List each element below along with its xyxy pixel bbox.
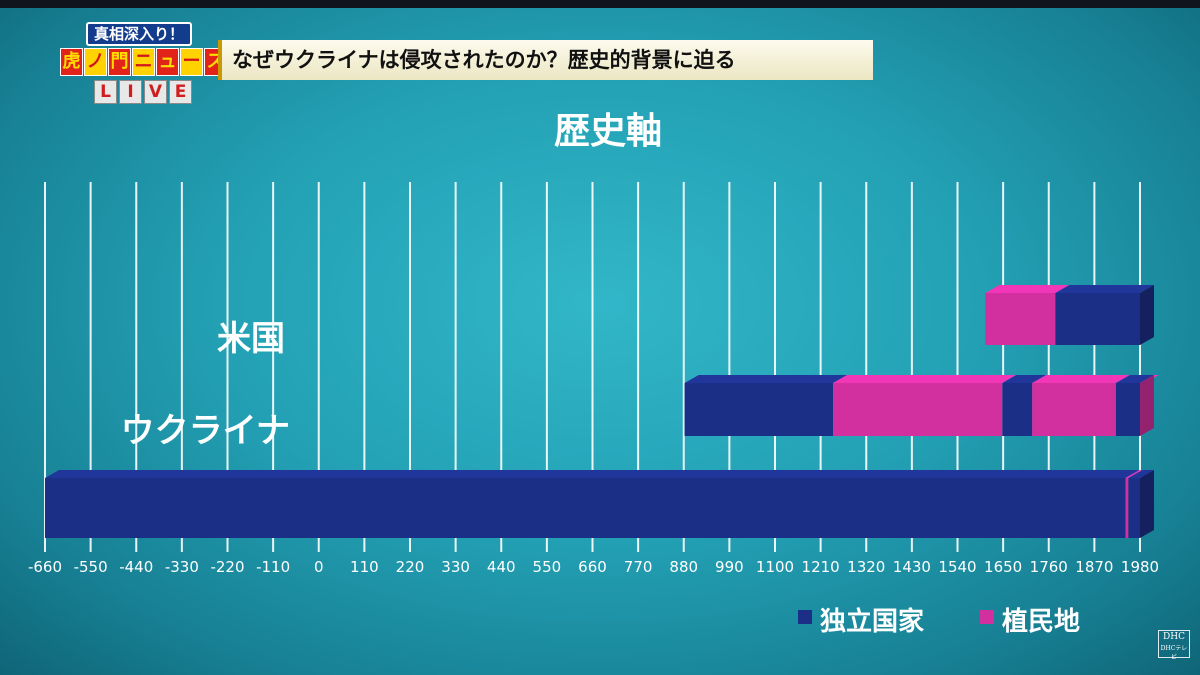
bar-segment-colony bbox=[1125, 478, 1129, 538]
logo-char: ー bbox=[180, 48, 203, 76]
bar-segment-end-cap bbox=[1140, 285, 1154, 345]
x-tick-label: -550 bbox=[74, 558, 108, 576]
x-tick-label: 330 bbox=[441, 558, 470, 576]
legend-swatch-colony bbox=[980, 610, 994, 624]
x-tick-label: 660 bbox=[578, 558, 607, 576]
top-dark-strip bbox=[0, 0, 1200, 8]
bar-segment-top-face bbox=[1128, 470, 1154, 478]
x-tick-label: 440 bbox=[487, 558, 516, 576]
row-label: ウクライナ bbox=[121, 411, 290, 451]
x-tick-label: 0 bbox=[314, 558, 324, 576]
logo-live-badge: L I V E bbox=[94, 80, 194, 104]
legend-swatch-independent bbox=[798, 610, 812, 624]
bar-segment-end-cap bbox=[1140, 375, 1154, 436]
legend-label: 独立国家 bbox=[820, 606, 924, 637]
bar-segment-independent bbox=[684, 383, 834, 436]
x-tick-label: 880 bbox=[669, 558, 698, 576]
x-tick-label: 220 bbox=[396, 558, 425, 576]
x-tick-label: -330 bbox=[165, 558, 199, 576]
bar-segment-top-face bbox=[1002, 375, 1047, 383]
logo-char: 虎 bbox=[60, 48, 83, 76]
legend-label: 植民地 bbox=[1002, 607, 1080, 637]
logo-live-char: L bbox=[94, 80, 117, 104]
logo-live-char: V bbox=[144, 80, 167, 104]
logo-char: 門 bbox=[108, 48, 131, 76]
chart-title: 歴史軸 bbox=[554, 111, 662, 152]
bar-segment-top-face bbox=[985, 285, 1070, 293]
x-tick-label: 1650 bbox=[984, 558, 1022, 576]
x-tick-label: -110 bbox=[256, 558, 290, 576]
bar-segment-end-cap bbox=[1140, 470, 1154, 538]
x-tick-label: -220 bbox=[210, 558, 244, 576]
x-tick-label: 1980 bbox=[1121, 558, 1159, 576]
x-tick-label: 1540 bbox=[938, 558, 976, 576]
x-tick-label: 1430 bbox=[893, 558, 931, 576]
bar-segment-top-face bbox=[1115, 375, 1154, 383]
logo-subtitle: 真相深入り！ bbox=[86, 22, 193, 46]
logo-char: ノ bbox=[84, 48, 107, 76]
x-tick-label: 550 bbox=[533, 558, 562, 576]
bar-segment-independent bbox=[1128, 478, 1140, 538]
x-tick-label: 770 bbox=[624, 558, 653, 576]
x-tick-label: 990 bbox=[715, 558, 744, 576]
bar-segment-top-face bbox=[684, 375, 848, 383]
bar-segment-independent bbox=[1115, 383, 1140, 436]
bar-segment-independent bbox=[1055, 293, 1140, 345]
bar-segment-independent bbox=[45, 478, 1126, 538]
x-tick-label: 1320 bbox=[847, 558, 885, 576]
logo-live-char: I bbox=[119, 80, 142, 104]
x-tick-label: 1210 bbox=[802, 558, 840, 576]
bar-segment-top-face bbox=[45, 470, 1140, 478]
x-tick-label: 110 bbox=[350, 558, 379, 576]
bar-segment-colony bbox=[985, 293, 1056, 345]
x-tick-label: -440 bbox=[119, 558, 153, 576]
bar-segment-independent bbox=[1002, 383, 1033, 436]
headline-caption: なぜウクライナは侵攻されたのか？歴史的背景に迫る bbox=[218, 40, 873, 80]
broadcaster-logo-main: DHC bbox=[1163, 632, 1185, 642]
logo-live-char: E bbox=[169, 80, 192, 104]
bar-segment-colony bbox=[833, 383, 1003, 436]
x-tick-label: -660 bbox=[28, 558, 62, 576]
bar-segment-top-face bbox=[1125, 470, 1143, 478]
x-tick-label: 1760 bbox=[1030, 558, 1068, 576]
bar-segment-top-face bbox=[1032, 375, 1130, 383]
x-tick-label: 1870 bbox=[1075, 558, 1113, 576]
logo-char: ニ bbox=[132, 48, 155, 76]
logo-char: ュ bbox=[156, 48, 179, 76]
broadcaster-logo: DHC DHCテレビ bbox=[1158, 630, 1190, 661]
row-label: 米国 bbox=[217, 319, 285, 359]
broadcaster-logo-sub: DHCテレビ bbox=[1160, 645, 1188, 661]
bar-segment-top-face bbox=[1055, 285, 1154, 293]
bar-segment-colony bbox=[1032, 383, 1116, 436]
bar-segment-top-face bbox=[833, 375, 1017, 383]
x-tick-label: 1100 bbox=[756, 558, 794, 576]
